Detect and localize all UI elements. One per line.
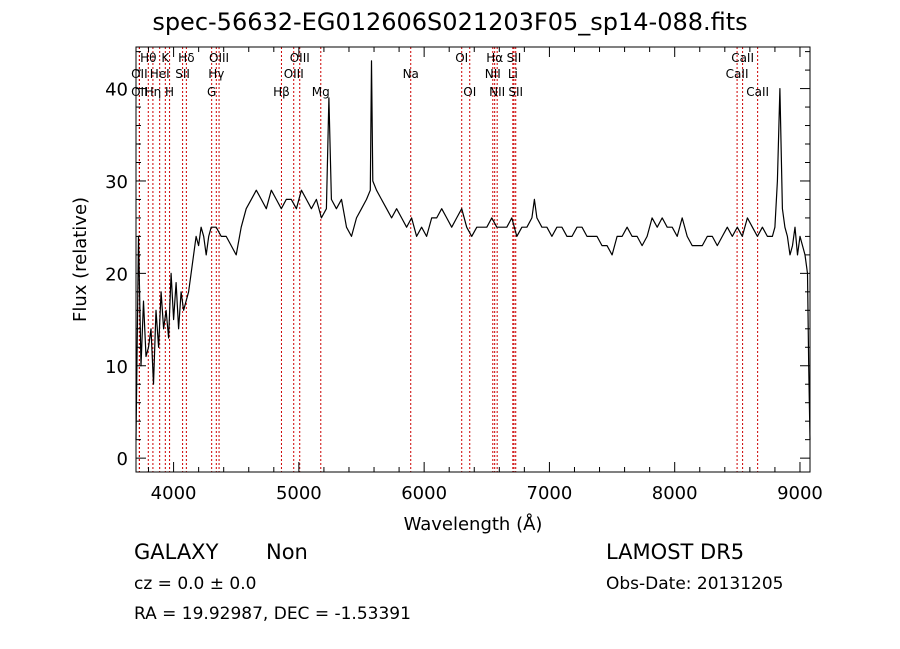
chart-title: spec-56632-EG012606S021203F05_sp14-088.f… <box>152 8 748 36</box>
marker-label: Hα <box>486 51 503 65</box>
y-tick-label: 0 <box>117 449 128 470</box>
marker-label: CaII <box>746 85 769 99</box>
x-tick-label: 9000 <box>777 483 823 504</box>
marker-labels: OII OII Hθ HeI Hη K H Hδ SII OIII Hγ G OIII OIII Hβ Mg N… <box>131 51 769 99</box>
marker-label: OIII <box>209 51 229 65</box>
marker-label: OIII <box>284 67 304 81</box>
marker-label: CaII <box>726 67 749 81</box>
axes: 4000 5000 6000 7000 8000 9000 0 10 20 30 40 Wavelen… <box>70 46 823 535</box>
marker-label: OI <box>455 51 468 65</box>
marker-label: H <box>165 85 174 99</box>
x-axis-label: Wavelength (Å) <box>404 513 543 535</box>
y-tick-label: 30 <box>105 172 128 193</box>
marker-label: OII <box>131 67 148 81</box>
marker-label: Li <box>508 67 518 81</box>
object-subclass: Non <box>266 540 308 564</box>
spectrum-line <box>135 60 811 440</box>
y-tick-label: 20 <box>105 264 128 285</box>
marker-label: K <box>161 51 170 65</box>
marker-label: Hη <box>145 85 162 99</box>
marker-label: OIII <box>290 51 310 65</box>
marker-label: Hβ <box>273 85 290 99</box>
line-markers <box>138 47 759 472</box>
marker-label: G <box>207 85 216 99</box>
y-tick-label: 40 <box>105 80 128 101</box>
marker-label: CaII <box>731 51 754 65</box>
x-tick-label: 7000 <box>527 483 573 504</box>
marker-label: OII <box>131 85 148 99</box>
x-tick-label: 6000 <box>401 483 447 504</box>
marker-label: SII <box>175 67 190 81</box>
marker-label: OI <box>463 85 476 99</box>
marker-label: SII <box>507 51 522 65</box>
marker-label: NII <box>489 85 505 99</box>
obs-date: Obs-Date: 20131205 <box>606 574 784 594</box>
y-axis-label: Flux (relative) <box>70 197 91 322</box>
plot-frame <box>135 46 811 473</box>
x-tick-label: 5000 <box>276 483 322 504</box>
x-tick-label: 4000 <box>151 483 197 504</box>
marker-label: Hθ <box>140 51 156 65</box>
marker-label: HeI <box>150 67 170 81</box>
marker-label: Na <box>403 67 419 81</box>
coordinates-readout: RA = 19.92987, DEC = -1.53391 <box>134 604 411 624</box>
object-class: GALAXY <box>134 540 219 564</box>
marker-label: SII <box>508 85 523 99</box>
marker-label: Hδ <box>178 51 194 65</box>
x-tick-label: 8000 <box>652 483 698 504</box>
marker-label: Mg <box>312 85 330 99</box>
y-tick-label: 10 <box>105 357 128 378</box>
spectrum-series <box>135 60 811 440</box>
marker-label: NII <box>485 67 501 81</box>
marker-label: Hγ <box>208 67 224 81</box>
survey-name: LAMOST DR5 <box>606 540 745 564</box>
redshift-readout: cz = 0.0 ± 0.0 <box>134 574 257 594</box>
